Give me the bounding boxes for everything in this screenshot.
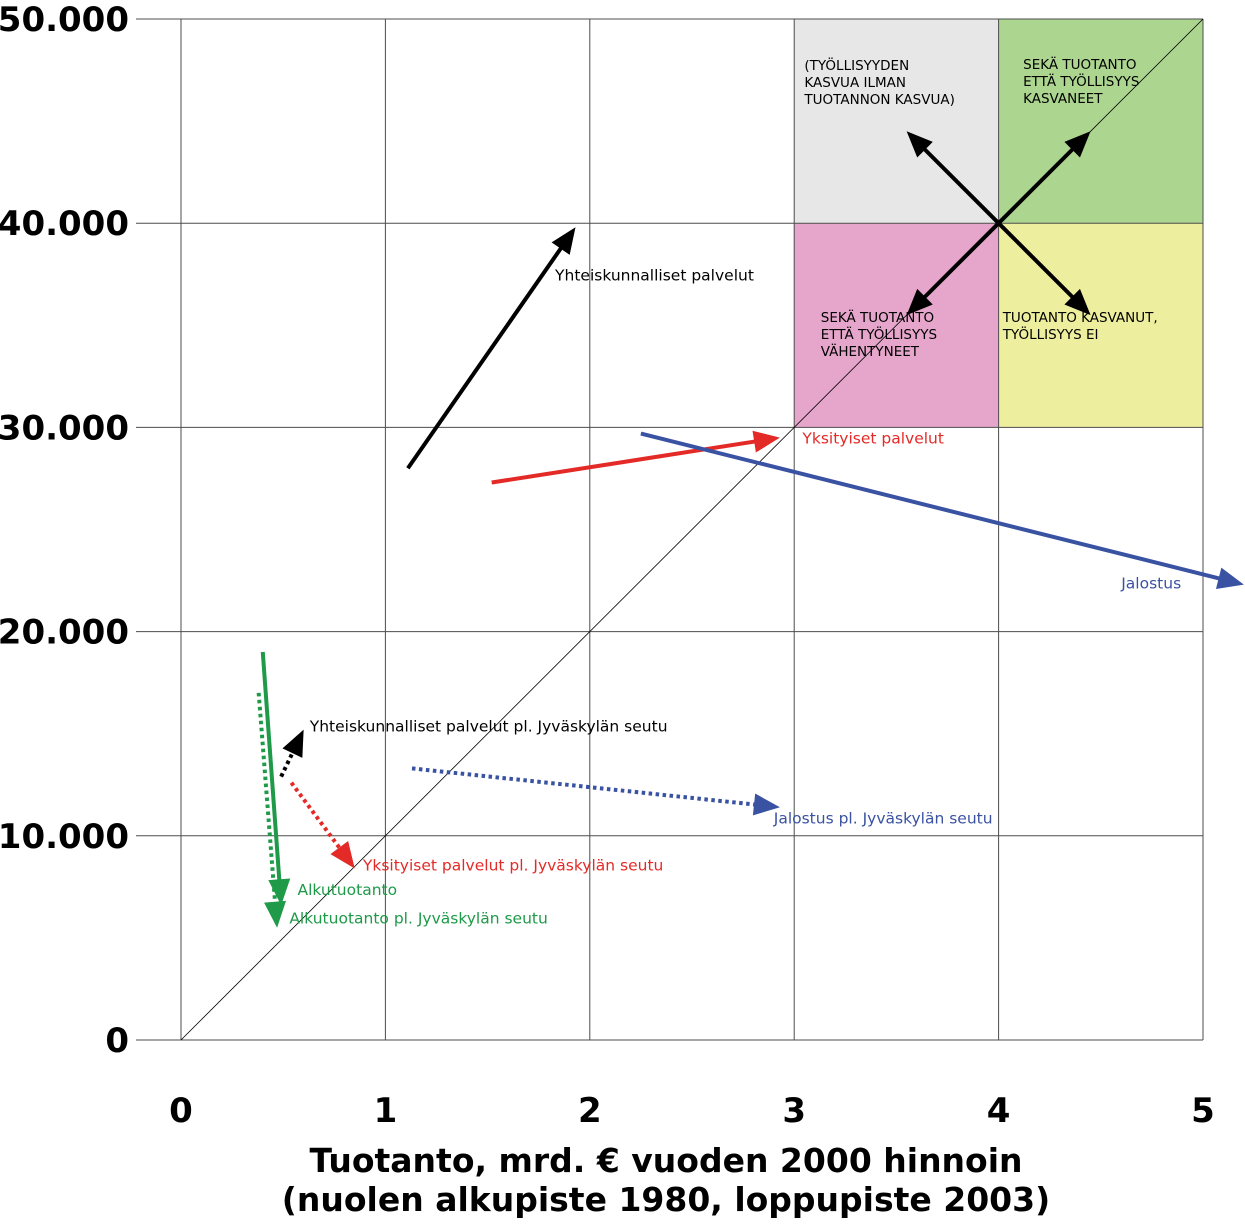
y-tick-10.000: 10.000 xyxy=(0,817,129,857)
arrow-yhteiskunnalliset-palvelut-pl-jyvaskylan-seutu-line xyxy=(279,750,296,778)
quadrant-2-label: SEKÄ TUOTANTO ETTÄ TYÖLLISYYS KASVANEET xyxy=(1023,55,1139,107)
legend-arrow-3-head xyxy=(906,288,933,316)
arrow-yksityiset-palvelut-pl-jyvaskylan-seutu-head xyxy=(330,841,355,869)
label-yhteiskunnalliset-palvelut: Yhteiskunnalliset palvelut xyxy=(554,266,754,284)
legend-arrow-4-line xyxy=(997,221,1076,300)
quadrant-3-label: SEKÄ TUOTANTO ETTÄ TYÖLLISYYS VÄHENTYNEET xyxy=(821,308,937,360)
arrow-yhteiskunnalliset-palvelut-head xyxy=(551,227,576,255)
label-yksityiset-palvelut-pl-jyvaskylan-seutu: Yksityiset palvelut pl. Jyväskylän seutu xyxy=(362,857,663,875)
quadrant-1-label: (TYÖLLISYYDEN KASVUA ILMAN TUOTANNON KASVU… xyxy=(803,56,954,108)
series-labels: Yhteiskunnalliset palvelut Yksityiset pal… xyxy=(289,266,1181,927)
arrow-alkutuotanto-line xyxy=(260,651,282,882)
quadrant-labels: (TYÖLLISYYDEN KASVUA ILMAN TUOTANNON KASVU… xyxy=(803,55,1157,360)
arrow-yhteiskunnalliset-palvelut-line xyxy=(406,245,564,470)
arrow-yhteiskunnalliset-palvelut-pl-jyvaskylan-seutu-head xyxy=(282,729,304,758)
arrow-alkutuotanto-head xyxy=(268,878,291,906)
x-tick-labels: 0 1 2 3 4 5 xyxy=(169,1091,1215,1131)
arrow-jalostus-line xyxy=(640,431,1222,581)
x-tick-1: 1 xyxy=(374,1091,398,1131)
legend-arrow-1-head xyxy=(906,131,933,158)
legend-arrow-4-head xyxy=(1064,288,1091,316)
label-jalostus-pl-jyvaskylan-seutu: Jalostus pl. Jyväskylän seutu xyxy=(773,810,993,828)
series-arrows xyxy=(256,227,1244,928)
x-tick-4: 4 xyxy=(987,1091,1011,1131)
label-jalostus: Jalostus xyxy=(1120,575,1181,593)
x-tick-3: 3 xyxy=(782,1091,806,1131)
y-tick-labels: 0 10.000 20.000 30.000 40.000 50.000 xyxy=(0,0,129,1061)
arrow-jalostus-pl-jyvaskylan-seutu-line xyxy=(411,766,757,807)
legend-arrow-2-line xyxy=(997,146,1076,225)
arrow-yksityiset-palvelut-head xyxy=(752,430,780,453)
x-tick-2: 2 xyxy=(578,1091,602,1131)
y-tick-30.000: 30.000 xyxy=(0,408,129,448)
x-axis-subtitle: (nuolen alkupiste 1980, loppupiste 2003) xyxy=(282,1180,1050,1219)
y-tick-0: 0 xyxy=(105,1021,129,1061)
x-tick-0: 0 xyxy=(169,1091,193,1131)
label-alkutuotanto-pl-jyvaskylan-seutu: Alkutuotanto pl. Jyväskylän seutu xyxy=(289,910,547,928)
y-tick-50.000: 50.000 xyxy=(0,0,129,40)
label-yksityiset-palvelut: Yksityiset palvelut xyxy=(801,430,944,448)
x-axis-title: Tuotanto, mrd. € vuoden 2000 hinnoin xyxy=(309,1141,1022,1180)
quadrant-4-label: TUOTANTO KASVANUT, TYÖLLISYYS EI xyxy=(1002,310,1158,343)
legend-arrow-3-line xyxy=(922,221,1001,300)
label-alkutuotanto: Alkutuotanto xyxy=(298,881,398,899)
arrow-alkutuotanto-pl-jyvaskylan-seutu-head xyxy=(264,900,287,928)
quadrant-legend-arrows xyxy=(906,131,1091,316)
arrow-alkutuotanto-pl-jyvaskylan-seutu-line xyxy=(256,692,278,904)
arrow-yksityiset-palvelut-pl-jyvaskylan-seutu-line xyxy=(289,781,343,851)
arrow-jalostus-head xyxy=(1215,567,1244,589)
grid xyxy=(136,18,1204,1041)
y-tick-20.000: 20.000 xyxy=(0,613,129,653)
legend-arrow-2-head xyxy=(1064,131,1091,158)
x-tick-5: 5 xyxy=(1191,1091,1215,1131)
y-tick-40.000: 40.000 xyxy=(0,204,129,244)
arrow-jalostus-pl-jyvaskylan-seutu-head xyxy=(752,793,780,816)
legend-arrow-1-line xyxy=(922,146,1001,225)
label-yhteiskunnalliset-palvelut-pl-jyvaskylan-seutu: Yhteiskunnalliset palvelut pl. Jyväskylä… xyxy=(309,718,668,736)
arrow-yksityiset-palvelut-line xyxy=(491,439,757,485)
